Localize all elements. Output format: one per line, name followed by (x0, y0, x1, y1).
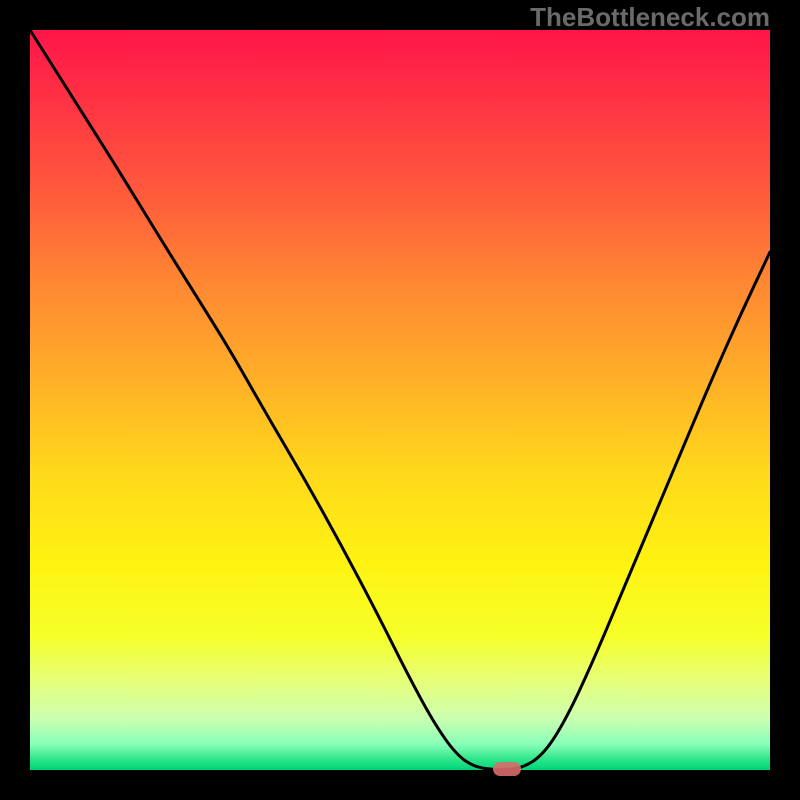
optimal-marker (493, 762, 521, 776)
gradient-plot-area (30, 30, 770, 770)
watermark-text: TheBottleneck.com (530, 2, 770, 33)
chart-container: TheBottleneck.com (0, 0, 800, 800)
